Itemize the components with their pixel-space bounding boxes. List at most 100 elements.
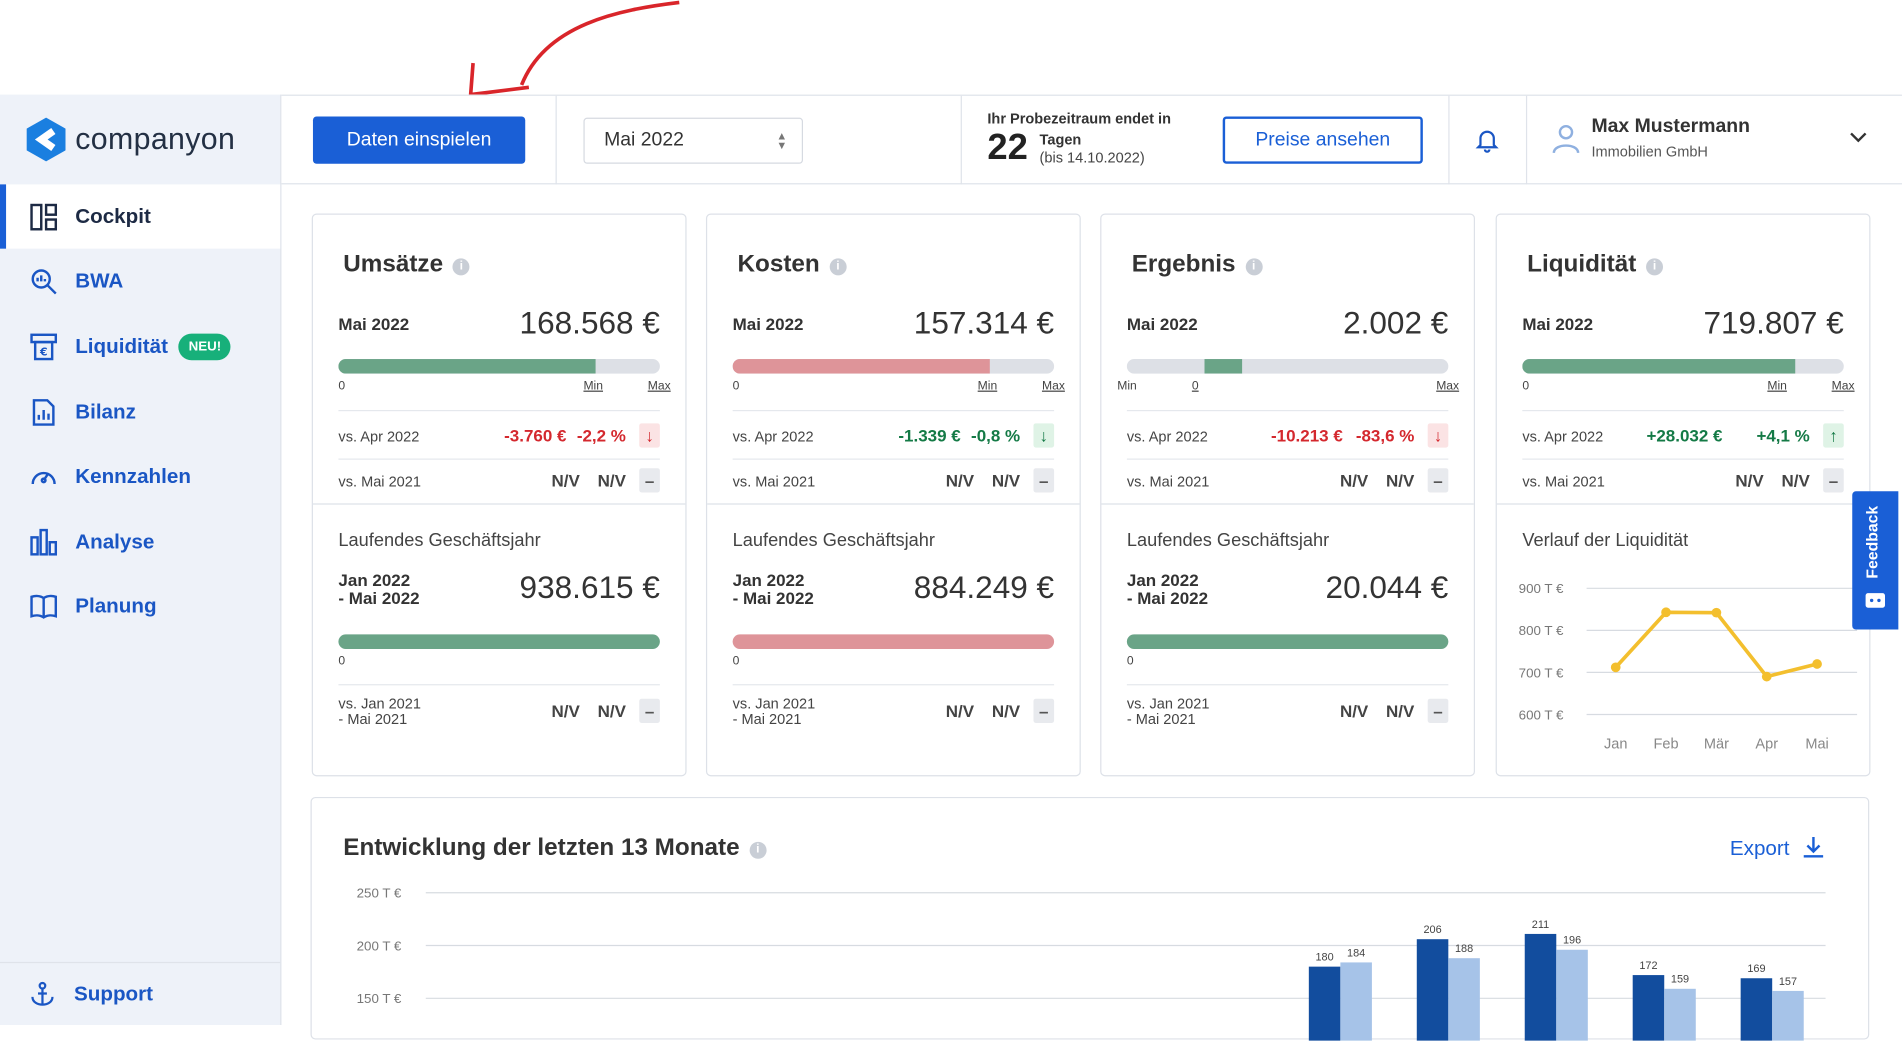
info-icon[interactable]: i: [1245, 258, 1263, 276]
panel-title-text: Entwicklung der letzten 13 Monate: [343, 834, 740, 862]
sidebar-item-planung[interactable]: Planung: [0, 574, 280, 638]
card-title-text: Kosten: [737, 251, 820, 278]
bar-tick-label: Max: [1041, 379, 1065, 394]
period-select-value: Mai 2022: [604, 129, 684, 151]
neutral-dash-icon: –: [639, 468, 660, 493]
sidebar-item-label: Planung: [75, 593, 157, 617]
kpi-card-2: Ergebnis i Mai 2022 2.002 € Min 0 Max vs.…: [1100, 213, 1476, 777]
sidebar-item-support[interactable]: Support: [0, 961, 281, 1025]
user-avatar-icon: [1552, 124, 1580, 154]
card-subtitle: Verlauf der Liquidität: [1522, 530, 1689, 551]
ytd-value: 884.249 €: [913, 568, 1055, 606]
card-subtitle: Laufendes Geschäftsjahr: [732, 530, 935, 551]
trial-days-unit: Tagen: [1039, 131, 1082, 148]
sidebar-item-bwa[interactable]: BWA: [0, 249, 280, 313]
bar-tick-label: 0: [338, 379, 346, 394]
cockpit-icon: [30, 203, 58, 230]
ytd-tick-label: 0: [732, 655, 740, 669]
bar-dark[interactable]: [1632, 975, 1665, 1041]
user-company: Immobilien GmbH: [1591, 143, 1708, 161]
trend-arrow-icon: ↓: [639, 423, 660, 448]
bar-value-label: 180: [1315, 952, 1333, 964]
chevron-down-icon[interactable]: [1849, 130, 1868, 145]
development-chart-panel: Entwicklung der letzten 13 Monate i Expor…: [310, 796, 1870, 1041]
y-tick-label: 700 T €: [1519, 665, 1564, 680]
bar-tick-label: Max: [647, 379, 671, 394]
compare-ly-label: vs. Mai 2021: [1522, 473, 1605, 491]
bar-dark[interactable]: [1740, 978, 1773, 1041]
compare-prev-label: vs. Apr 2022: [338, 428, 420, 446]
data-point[interactable]: [1761, 671, 1772, 682]
bar-value-label: 188: [1455, 943, 1473, 955]
ytd-tick-label: 0: [338, 655, 346, 669]
ytd-range: Jan 2022- Mai 2022: [733, 571, 814, 607]
info-icon[interactable]: i: [1646, 258, 1664, 276]
bar-dark[interactable]: [1308, 966, 1341, 1041]
sidebar-item-liquiditaet[interactable]: € Liquidität NEU!: [0, 314, 280, 378]
y-tick-label: 900 T €: [1519, 581, 1564, 596]
ytd-compare-end: - Mai 2021: [732, 710, 802, 728]
data-point[interactable]: [1812, 659, 1822, 669]
period-select[interactable]: Mai 2022 ▲ ▼: [583, 117, 804, 164]
ytd-compare-pct: N/V: [991, 701, 1021, 721]
data-point[interactable]: [1610, 662, 1621, 673]
ytd-range-end: - Mai 2022: [732, 588, 814, 608]
bar-light[interactable]: [1772, 990, 1804, 1041]
compare-ly-abs: N/V: [1735, 470, 1764, 491]
brand-logo[interactable]: companyon: [24, 116, 235, 162]
compare-prev-label: vs. Apr 2022: [1126, 428, 1208, 446]
bar-dark[interactable]: [1416, 939, 1449, 1041]
select-arrows-icon: ▲ ▼: [776, 129, 788, 152]
svg-text:€: €: [39, 345, 48, 358]
bar-value-label: 206: [1423, 924, 1441, 936]
ytd-value: 20.044 €: [1325, 568, 1449, 606]
data-point[interactable]: [1661, 607, 1671, 618]
sidebar-item-bilanz[interactable]: Bilanz: [0, 380, 280, 444]
export-button[interactable]: Export: [1730, 836, 1824, 861]
x-tick-label: Mai: [1805, 736, 1828, 752]
sidebar-item-label: BWA: [75, 268, 124, 292]
feedback-tab[interactable]: Feedback: [1852, 491, 1899, 630]
bell-icon[interactable]: [1474, 126, 1501, 153]
kpi-card-1: Kosten i Mai 2022 157.314 € 0 Min Max vs.…: [705, 213, 1081, 777]
ytd-compare-abs: N/V: [945, 701, 975, 721]
bar-light[interactable]: [1664, 988, 1696, 1041]
x-tick-label: Feb: [1654, 736, 1679, 752]
search-chart-icon: [31, 268, 57, 294]
view-prices-button[interactable]: Preise ansehen: [1222, 116, 1423, 164]
bar-tick-label: Min: [583, 379, 604, 394]
bar-tick-label: 0: [1522, 379, 1530, 394]
neutral-dash-icon: –: [1033, 698, 1055, 723]
ytd-bar: [732, 634, 1055, 649]
bar-value-label: 169: [1747, 963, 1765, 975]
bar-dark[interactable]: [1524, 933, 1557, 1041]
bar-tick-label: Min: [977, 379, 998, 394]
value-bar: [338, 359, 660, 374]
brand-name: companyon: [75, 121, 236, 156]
sidebar-item-cockpit[interactable]: Cockpit: [0, 184, 281, 249]
sidebar-item-kennzahlen[interactable]: Kennzahlen: [0, 444, 280, 508]
bar-light[interactable]: [1448, 958, 1480, 1041]
sidebar-item-analyse[interactable]: Analyse: [0, 509, 280, 573]
card-value: 2.002 €: [1343, 304, 1449, 341]
ytd-compare-end: - Mai 2021: [338, 710, 408, 728]
document-chart-icon: [32, 398, 55, 426]
bar-tick-label: 0: [1191, 379, 1199, 394]
bar-tick-label: Max: [1436, 379, 1460, 394]
value-bar-fill: [338, 359, 596, 374]
bar-light[interactable]: [1340, 962, 1372, 1041]
ytd-range-start: Jan 2022: [338, 570, 411, 590]
bar-light[interactable]: [1556, 949, 1588, 1041]
info-icon[interactable]: i: [749, 841, 767, 859]
kpi-card-3: Liquidität i Mai 2022 719.807 € 0 Min Max…: [1495, 213, 1871, 777]
compare-ly-abs: N/V: [945, 470, 975, 491]
import-data-button[interactable]: Daten einspielen: [312, 116, 526, 164]
info-icon[interactable]: i: [452, 258, 470, 276]
info-icon[interactable]: i: [829, 258, 847, 276]
bar-tick-label: Max: [1831, 379, 1855, 394]
data-point[interactable]: [1711, 607, 1722, 618]
value-bar: [1522, 359, 1844, 374]
bar-value-label: 211: [1532, 919, 1549, 931]
ytd-value: 938.615 €: [519, 568, 660, 606]
ytd-compare-pct: N/V: [597, 701, 626, 721]
